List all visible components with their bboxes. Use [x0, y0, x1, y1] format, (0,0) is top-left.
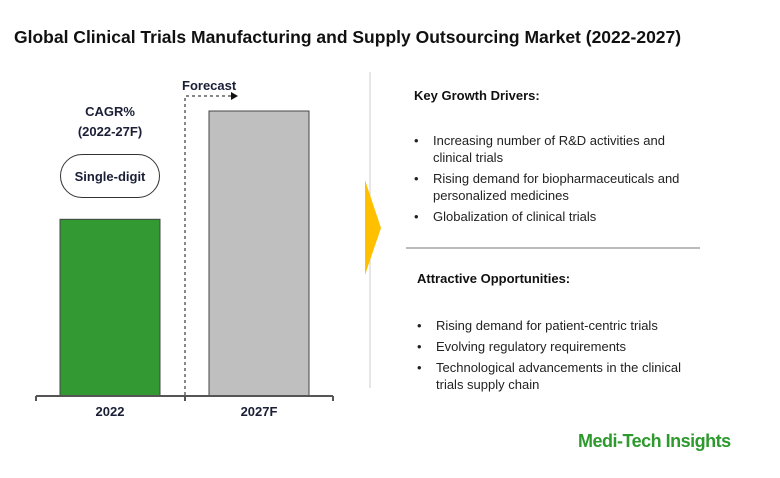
list-item: Globalization of clinical trials	[414, 208, 703, 225]
brand-logo: Medi-Tech Insights	[578, 431, 731, 451]
opportunities-heading: Attractive Opportunities:	[417, 271, 571, 286]
list-item: Evolving regulatory requirements	[417, 338, 706, 355]
x-tick-label: 2022	[95, 404, 125, 419]
yellow-arrow-icon	[365, 180, 381, 275]
opportunities-list: Rising demand for patient-centric trials…	[417, 317, 706, 397]
list-item: Rising demand for patient-centric trials	[417, 317, 706, 334]
list-item: Increasing number of R&D activities and …	[414, 132, 703, 166]
list-item: Technological advancements in the clinic…	[417, 359, 706, 393]
forecast-dashed-line	[184, 95, 232, 395]
drivers-list: Increasing number of R&D activities and …	[414, 132, 703, 229]
forecast-arrow-icon	[231, 92, 238, 100]
cagr-period: (2022-27F)	[77, 124, 143, 139]
bar-2027F	[208, 110, 310, 397]
cagr-value-badge: Single-digit	[60, 154, 160, 198]
forecast-label: Forecast	[182, 78, 237, 93]
list-item: Rising demand for biopharmaceuticals and…	[414, 170, 703, 204]
x-tick-label: 2027F	[240, 404, 278, 419]
page-title: Global Clinical Trials Manufacturing and…	[14, 27, 682, 47]
cagr-title: CAGR%	[85, 104, 135, 119]
bar-2022	[59, 218, 161, 397]
drivers-heading: Key Growth Drivers:	[414, 88, 540, 103]
cagr-label: CAGR% (2022-27F)	[62, 102, 158, 142]
